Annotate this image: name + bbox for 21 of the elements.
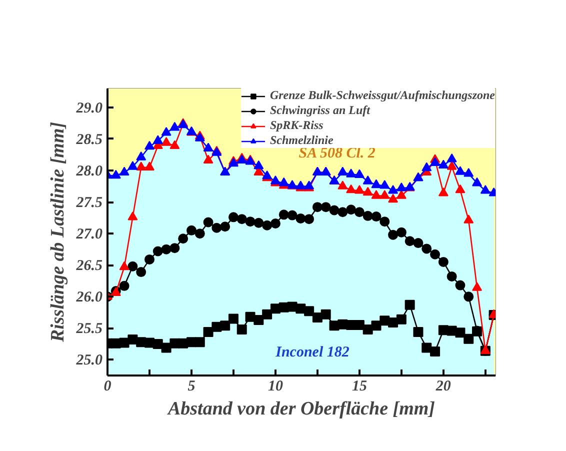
legend-label: SpRK-Riss — [270, 118, 324, 133]
y-tick-label: 27.0 — [75, 226, 103, 243]
y-tick-label: 25.5 — [75, 321, 103, 338]
y-tick-label: 27.5 — [75, 195, 103, 212]
y-tick-label: 28.0 — [75, 164, 103, 180]
legend-label: Schwingriss an Luft — [270, 103, 370, 118]
annotation: Inconel 182 — [274, 344, 350, 360]
x-tick-label: 15 — [352, 378, 368, 394]
x-tick-label: 5 — [188, 378, 196, 394]
y-tick-label: 25.0 — [75, 352, 103, 369]
x-tick-label: 0 — [104, 378, 112, 394]
y-tick-label: 28.5 — [75, 132, 103, 148]
legend-label: Grenze Bulk-Schweissgut/Aufmischungszone — [270, 88, 495, 103]
x-tick-label: 20 — [434, 378, 452, 394]
y-axis-title: Risslänge ab Lastlinie [mm] — [47, 122, 68, 344]
x-tick-label: 10 — [268, 378, 284, 394]
y-tick-label: 26.5 — [75, 258, 103, 274]
legend-label: Schmelzlinie — [270, 133, 334, 148]
x-axis-title: Abstand von der Oberfläche [mm] — [166, 398, 436, 420]
y-tick-label: 29.0 — [75, 100, 103, 116]
y-tick-label: 26.0 — [75, 290, 103, 306]
